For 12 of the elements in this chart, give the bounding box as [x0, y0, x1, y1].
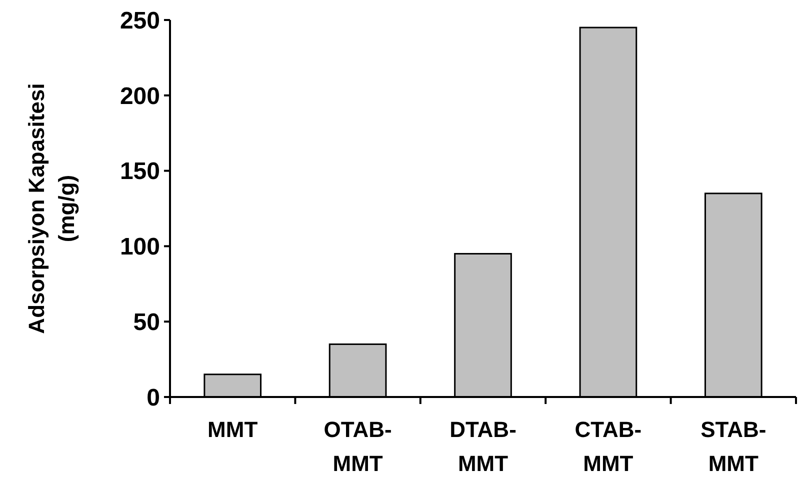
- y-tick-label: 200: [120, 82, 160, 110]
- x-tick-label: CTAB-MMT: [574, 417, 642, 476]
- y-tick-label: 0: [146, 384, 160, 412]
- y-tick-label: 100: [120, 234, 160, 261]
- x-tick-label: MMT: [208, 417, 258, 442]
- y-axis-title: Adsorpsiyon Kapasitesi (mg/g): [24, 83, 79, 334]
- y-tick-label: 250: [120, 7, 160, 34]
- x-tick-label: STAB-MMT: [700, 417, 766, 476]
- y-tick-label: 150: [120, 158, 160, 186]
- x-tick-label: OTAB-MMT: [324, 417, 392, 476]
- y-tick-label: 50: [133, 309, 160, 336]
- x-tick-label: DTAB-MMT: [450, 417, 516, 476]
